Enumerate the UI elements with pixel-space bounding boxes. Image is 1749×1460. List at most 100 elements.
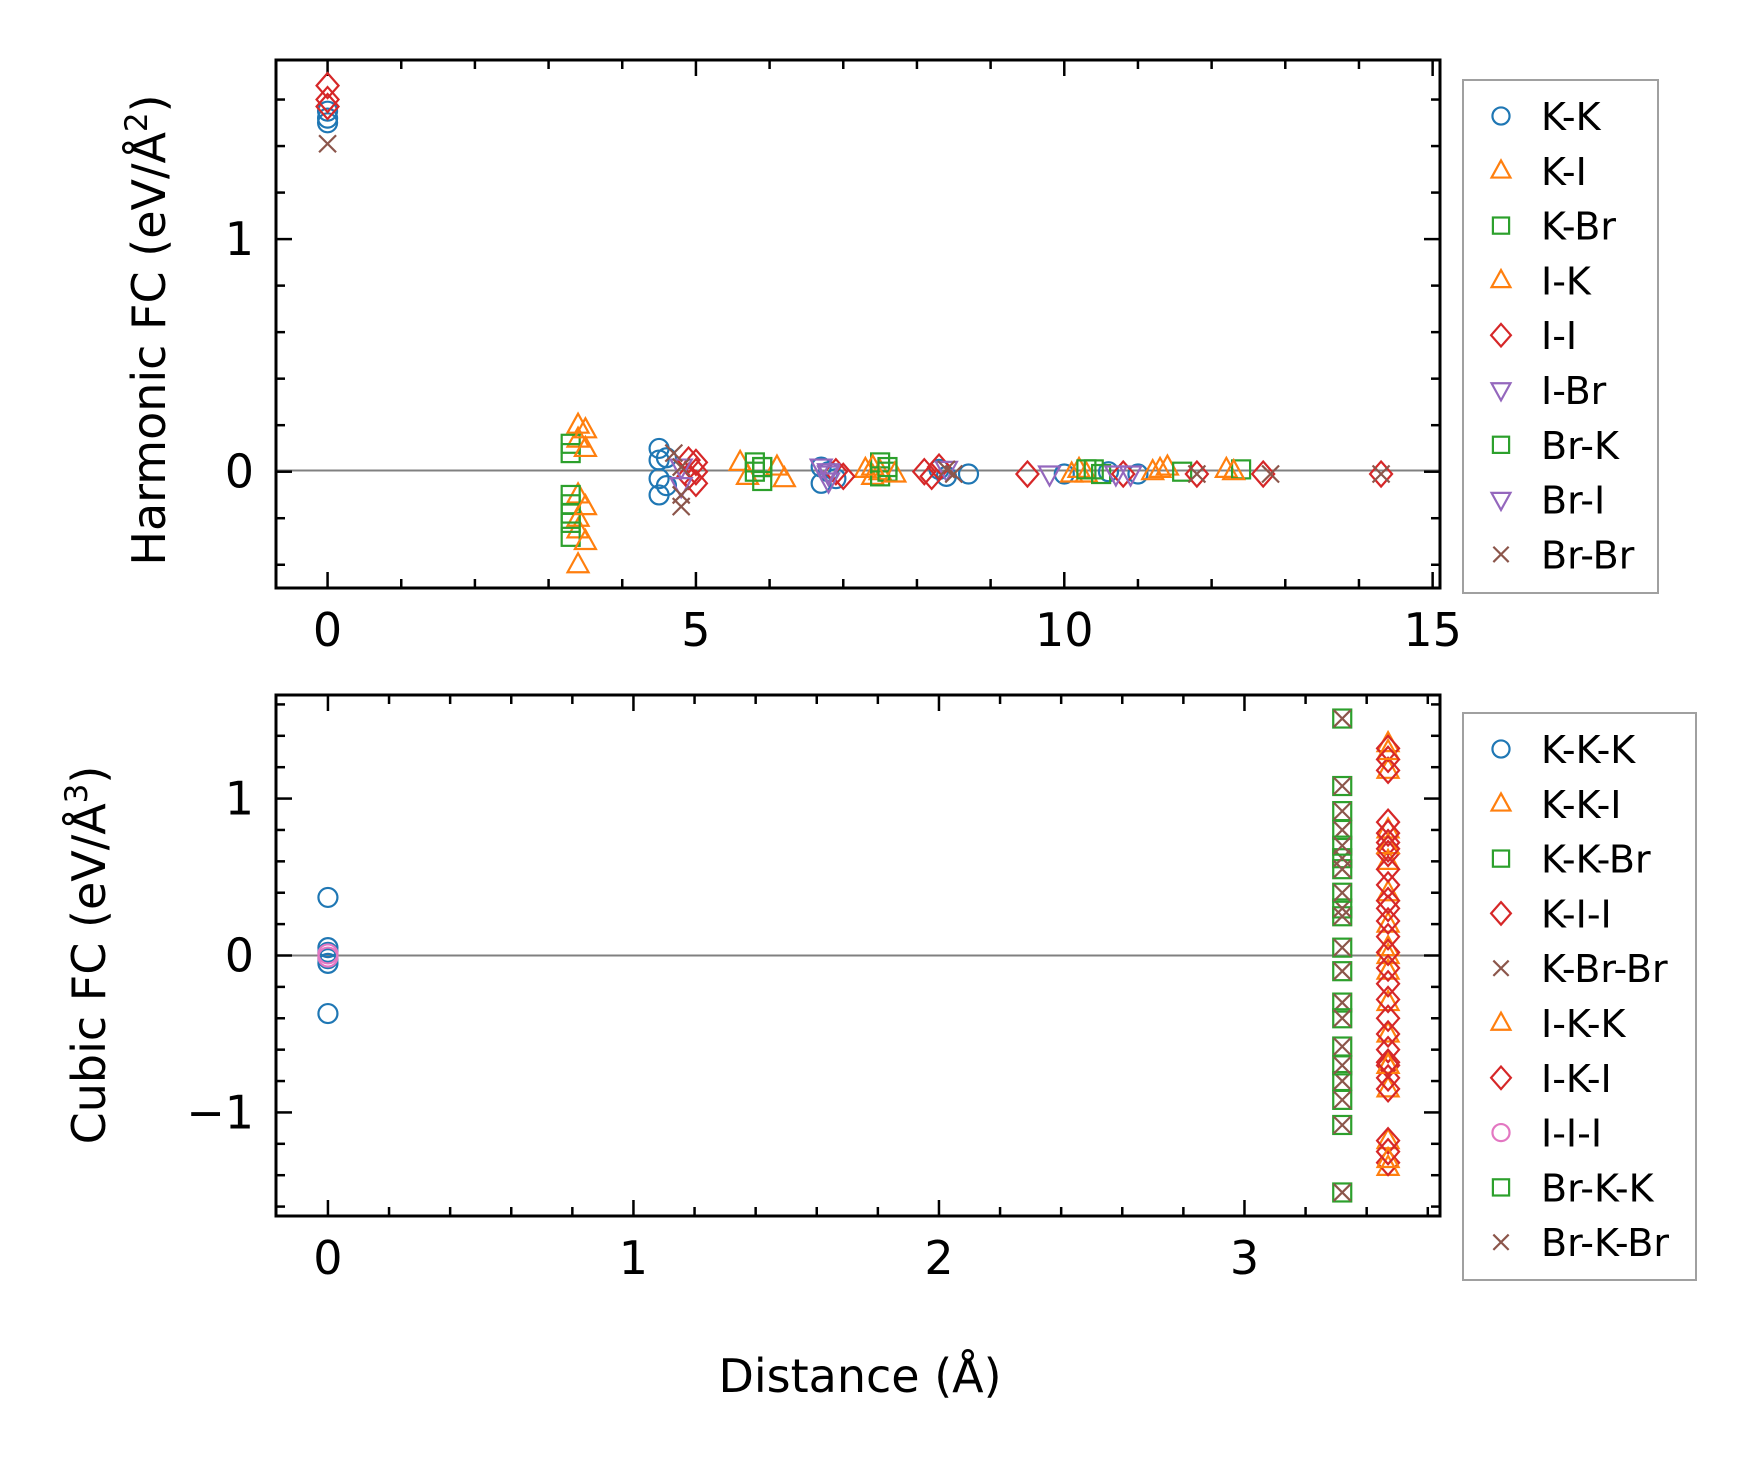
harmonic-legend: K-K K-I K-Br I-K I-I I-Br Br-K Br-I Br-Br	[1462, 79, 1659, 594]
data-point	[1250, 459, 1276, 489]
legend-marker	[1489, 491, 1513, 513]
data-point	[683, 457, 709, 486]
legend-marker	[1492, 959, 1510, 977]
data-point	[1375, 906, 1401, 936]
legend-label: I-I-I	[1541, 1112, 1602, 1156]
data-point	[1140, 457, 1166, 481]
data-point	[1037, 465, 1062, 488]
legend-marker	[1489, 322, 1513, 349]
data-point	[315, 71, 341, 100]
data-point	[1332, 1008, 1353, 1029]
data-point	[1375, 938, 1401, 967]
data-point	[1375, 953, 1401, 983]
y-tick-label: −1	[186, 1085, 254, 1139]
data-point	[816, 465, 841, 488]
data-point	[1375, 922, 1401, 951]
data-point	[1127, 463, 1149, 485]
data-point	[1375, 1004, 1401, 1033]
data-point	[1332, 848, 1353, 869]
data-point	[1332, 859, 1353, 880]
data-point	[1332, 1115, 1352, 1135]
legend-label: K-K	[1541, 95, 1602, 139]
data-point	[317, 1002, 339, 1025]
data-point	[1332, 819, 1353, 841]
legend-label: K-I	[1541, 150, 1587, 194]
data-point	[1332, 775, 1353, 797]
harmonic-tick-labels: 0 5 10 15 0 1	[225, 212, 1462, 657]
data-point	[565, 550, 591, 574]
data-point	[1375, 756, 1401, 779]
data-point	[816, 472, 841, 495]
x-tick-label: 0	[313, 603, 342, 657]
data-point	[560, 526, 581, 547]
legend-label: I-K	[1541, 259, 1592, 303]
y-tick-label: 1	[225, 772, 254, 826]
data-point	[1375, 1035, 1401, 1064]
data-point	[1332, 859, 1352, 879]
legend-label: I-K-K	[1541, 1002, 1627, 1046]
y-tick-label: 1	[225, 212, 254, 266]
data-point	[1375, 957, 1401, 980]
legend-label: I-I	[1541, 314, 1577, 358]
data-point	[573, 527, 598, 551]
legend-marker	[1491, 106, 1511, 126]
cubic-legend-frame	[1462, 712, 1697, 1281]
data-point	[1332, 937, 1353, 958]
data-point	[1332, 882, 1353, 903]
data-point	[1172, 461, 1193, 482]
data-point	[560, 512, 581, 533]
data-point	[318, 134, 337, 154]
data-point	[1332, 708, 1353, 729]
harmonic-panel: 0 5 10 15 0 1 Harmonic FC (eV/Å2) K-K K-I K-Br I…	[119, 58, 1659, 657]
data-point	[867, 457, 893, 481]
data-point	[1375, 834, 1401, 863]
legend-label: K-K-I	[1541, 783, 1622, 827]
data-point	[1187, 464, 1207, 484]
data-point	[315, 92, 341, 121]
legend-marker	[1489, 158, 1513, 179]
y-tick-label: 0	[225, 445, 254, 499]
cubic-panel: 0 1 2 3 −1 0 1 Cubic FC (eV/Å3) Distance (Å) K…	[59, 693, 1697, 1403]
legend-marker	[1491, 739, 1511, 759]
data-point	[1184, 459, 1210, 489]
legend-label: I-Br	[1541, 369, 1607, 413]
data-point	[317, 886, 339, 909]
data-point	[1332, 1037, 1352, 1056]
legend-label: Br-K-K	[1541, 1166, 1655, 1210]
data-point	[752, 456, 773, 478]
data-point	[1375, 1126, 1401, 1155]
cubic-y-axis-label: Cubic FC (eV/Å3)	[59, 766, 116, 1145]
legend-marker	[1489, 1064, 1513, 1091]
harmonic-legend-entries: K-K K-I K-Br I-K I-I I-Br Br-K Br-I Br-Br	[1489, 95, 1635, 577]
x-tick-label: 0	[313, 1231, 342, 1285]
legend-label: I-K-I	[1541, 1057, 1612, 1101]
harmonic-legend-frame	[1462, 79, 1659, 594]
data-point	[317, 952, 339, 974]
data-point	[1261, 464, 1280, 484]
legend-marker	[1491, 216, 1511, 235]
x-tick-label: 5	[681, 603, 710, 657]
legend-label: Br-I	[1541, 479, 1605, 523]
data-point	[1332, 1056, 1352, 1075]
data-point	[1014, 459, 1040, 489]
x-tick-label: 3	[1230, 1231, 1259, 1285]
y-tick-label: 0	[225, 929, 254, 983]
data-point	[1147, 455, 1173, 478]
data-point	[1375, 1074, 1401, 1104]
x-tick-label: 15	[1403, 603, 1462, 657]
data-point	[573, 492, 598, 516]
data-point	[573, 434, 598, 458]
data-point	[1375, 1048, 1401, 1077]
data-point	[1375, 969, 1401, 998]
x-tick-label: 1	[619, 1231, 648, 1285]
data-point	[664, 443, 684, 463]
legend-label: K-K-K	[1541, 728, 1636, 772]
data-point	[1375, 828, 1401, 857]
legend-label: K-I-I	[1541, 892, 1612, 936]
data-point	[1368, 459, 1394, 489]
series-i-k-i	[1375, 745, 1401, 1166]
legend-marker	[1491, 1122, 1511, 1143]
data-point	[1118, 465, 1143, 488]
data-point	[1375, 1051, 1401, 1074]
